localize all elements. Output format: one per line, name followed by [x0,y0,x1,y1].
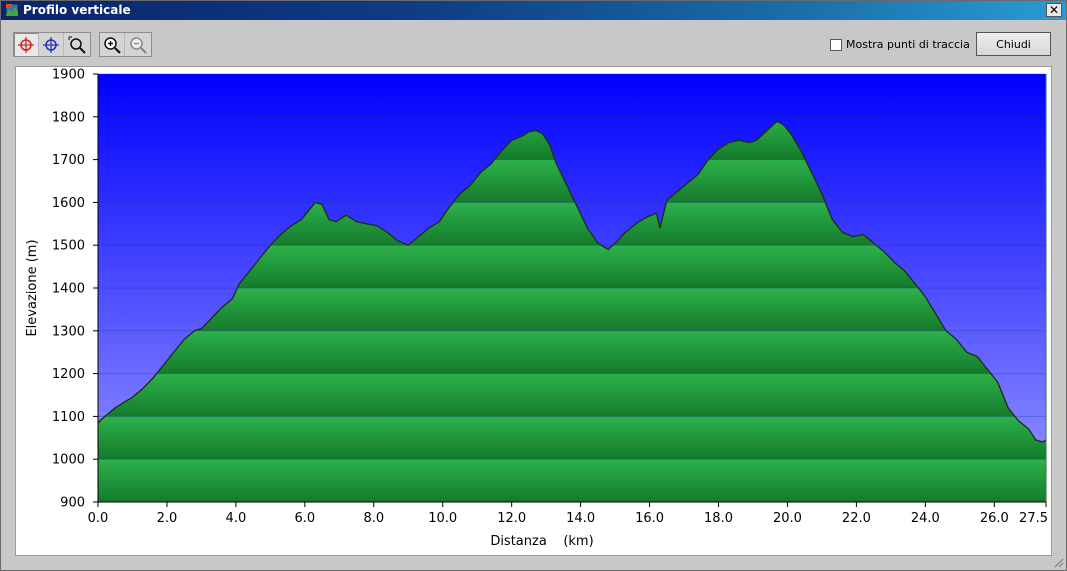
show-track-points-toggle[interactable]: Mostra punti di traccia [830,38,970,51]
cursor-tool-group [13,32,91,57]
crosshair-blue-icon[interactable] [39,33,64,56]
x-tick-label: 12.0 [497,511,526,526]
y-axis-label: Elevazione (m) [25,239,40,336]
crosshair-red-icon[interactable] [14,33,39,56]
x-tick-label: 6.0 [294,511,315,526]
app-icon [5,3,19,17]
x-tick-label: 14.0 [566,511,595,526]
chart-panel: 900 1000 1100 1200 1300 1400 1500 1600 1700 1800 1… [15,66,1052,556]
window-close-icon[interactable]: ✕ [1046,3,1062,17]
elevation-band [98,459,1046,502]
y-tick-label: 1700 [52,153,85,168]
y-tick-label: 1100 [52,410,85,425]
elevation-band [98,373,1046,417]
y-tick-label: 1400 [52,282,85,297]
y-tick-label: 1800 [52,110,85,125]
elevation-band [98,330,1046,374]
zoom-tool-group [99,32,152,57]
x-tick-label: 10.0 [428,511,457,526]
x-tick-label: 18.0 [704,511,733,526]
x-tick-label: 16.0 [635,511,664,526]
toolbar: Mostra punti di traccia Chiudi [1,20,1066,66]
y-tick-label: 1900 [52,68,85,83]
window-title: Profilo verticale [23,3,131,17]
x-tick-label: 0.0 [88,511,109,526]
elevation-chart[interactable]: 900 1000 1100 1200 1300 1400 1500 1600 1700 1800 1… [16,67,1053,557]
show-track-points-label: Mostra punti di traccia [846,38,970,51]
x-tick-label: 4.0 [226,511,247,526]
y-tick-label: 1600 [52,196,85,211]
x-tick-label: 20.0 [773,511,802,526]
y-tick-label: 1200 [52,367,85,382]
zoom-out-icon[interactable] [125,33,150,56]
x-tick-label: 8.0 [363,511,384,526]
elevation-band [98,288,1046,331]
x-tick-label: 27.5 [1019,511,1048,526]
y-tick-label: 1000 [52,453,85,468]
elevation-band [98,416,1046,460]
zoom-area-icon[interactable] [64,33,89,56]
x-axis-label: Distanza (km) [490,534,593,549]
show-track-points-checkbox[interactable] [830,38,842,51]
zoom-in-icon[interactable] [100,33,125,56]
y-tick-label: 900 [60,496,85,511]
resize-grip-icon[interactable] [1052,556,1064,568]
y-tick-label: 1500 [52,239,85,254]
close-button[interactable]: Chiudi [976,32,1051,56]
x-tick-label: 24.0 [911,511,940,526]
elevation-line [97,120,1047,443]
title-bar[interactable]: Profilo verticale ✕ [1,1,1066,20]
x-tick-label: 2.0 [157,511,178,526]
x-tick-label: 26.0 [980,511,1009,526]
x-tick-label: 22.0 [842,511,871,526]
y-tick-label: 1300 [52,324,85,339]
